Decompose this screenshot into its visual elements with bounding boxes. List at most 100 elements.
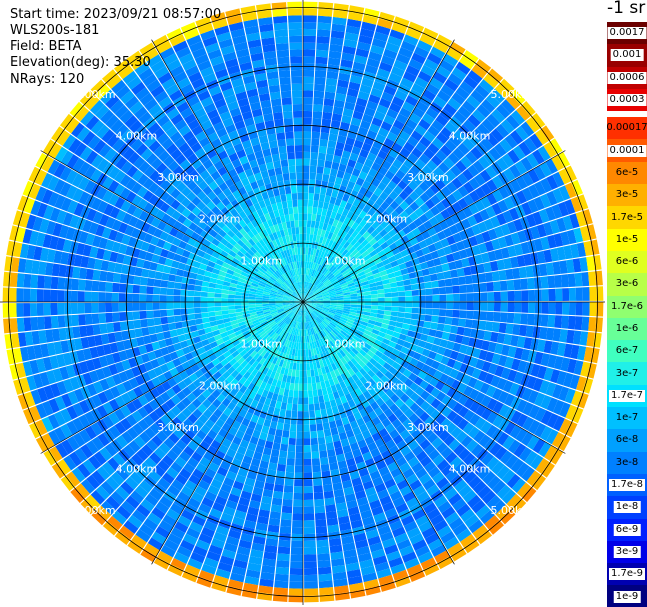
ppi-gate-cell (397, 179, 408, 190)
ppi-gate-cell (329, 340, 336, 348)
ppi-gate-cell (303, 56, 315, 64)
ppi-gate-cell (498, 185, 510, 199)
ppi-gate-cell (356, 307, 365, 312)
ppi-gate-cell (119, 321, 128, 331)
ppi-gate-cell (288, 437, 296, 446)
ppi-gate-cell (311, 458, 321, 466)
ppi-gate-cell (452, 285, 460, 294)
ppi-gate-cell (37, 316, 45, 330)
ppi-gate-cell (506, 312, 515, 324)
ppi-gate-cell (581, 316, 590, 331)
ppi-gate-cell (305, 289, 308, 296)
ppi-gate-cell (331, 339, 338, 347)
ppi-gate-cell (318, 221, 324, 230)
ppi-gate-cell (283, 339, 289, 347)
ppi-gate-cell (440, 209, 451, 220)
ppi-gate-cell (281, 436, 289, 445)
ppi-gate-cell (384, 370, 394, 380)
ppi-gate-cell (271, 323, 278, 330)
ppi-gate-cell (341, 258, 349, 266)
ppi-gate-cell (289, 424, 297, 432)
ppi-gate-cell (565, 259, 575, 274)
ppi-gate-cell (421, 165, 433, 176)
ppi-gate-cell (395, 388, 405, 399)
ppi-gate-cell (399, 383, 410, 393)
ppi-gate-cell (277, 328, 283, 336)
ppi-gate-cell (180, 434, 192, 446)
ppi-gate-cell (290, 312, 295, 319)
ppi-gate-cell (471, 224, 482, 236)
ppi-gate-cell (303, 513, 315, 521)
ppi-gate-cell (300, 315, 303, 323)
ppi-gate-cell (183, 462, 196, 474)
ppi-gate-cell (139, 310, 147, 320)
ppi-gate-cell (311, 124, 321, 133)
ppi-gate-cell (305, 308, 308, 315)
ppi-gate-cell (486, 179, 498, 193)
ppi-gate-cell (339, 381, 347, 390)
ppi-gate-cell (153, 310, 161, 318)
ppi-gate-cell (321, 118, 332, 127)
ppi-gate-cell (571, 407, 584, 424)
ppi-gate-cell (507, 245, 517, 258)
ppi-gate-cell (485, 272, 494, 282)
ppi-gate-cell (491, 202, 503, 216)
ppi-gate-cell (427, 142, 440, 155)
ppi-gate-cell (590, 347, 600, 364)
ppi-gate-cell (167, 281, 175, 289)
ppi-gate-cell (364, 64, 379, 75)
ppi-gate-cell (394, 215, 404, 225)
ppi-gate-cell (391, 361, 401, 370)
ppi-gate-cell (133, 275, 142, 285)
ppi-gate-cell (347, 399, 356, 408)
ppi-gate-cell (331, 433, 341, 443)
ppi-gate-cell (389, 315, 398, 322)
ppi-gate-cell (271, 393, 279, 401)
ppi-gate-cell (425, 295, 433, 302)
ppi-gate-cell (309, 234, 314, 242)
ppi-gate-cell (293, 342, 297, 350)
ppi-gate-cell (336, 170, 345, 179)
ppi-gate-cell (98, 302, 106, 313)
ppi-gate-cell (454, 479, 468, 493)
ppi-gate-cell (334, 148, 344, 157)
ppi-gate-cell (283, 346, 289, 354)
ppi-gate-cell (348, 340, 357, 348)
ppi-gate-cell (396, 229, 406, 239)
ppi-gate-cell (549, 138, 563, 155)
ppi-gate-cell (415, 514, 430, 527)
ppi-gate-cell (160, 316, 169, 325)
ppi-gate-cell (205, 361, 215, 371)
ppi-gate-cell (324, 318, 331, 324)
ppi-gate-cell (210, 439, 222, 450)
ppi-gate-cell (409, 382, 419, 392)
ppi-gate-cell (182, 418, 194, 429)
ppi-gate-cell (121, 462, 135, 476)
ppi-gate-cell (211, 389, 221, 399)
ppi-gate-cell (323, 296, 330, 299)
ppi-gate-cell (478, 155, 491, 169)
ppi-gate-cell (366, 198, 375, 208)
ppi-gate-cell (385, 388, 395, 399)
ppi-gate-cell (323, 328, 329, 336)
ppi-gate-cell (371, 241, 381, 250)
ppi-gate-cell (290, 334, 295, 342)
ppi-gate-cell (308, 328, 312, 336)
ppi-gate-cell (259, 340, 267, 348)
ppi-gate-cell (484, 515, 500, 530)
ppi-gate-cell (313, 97, 324, 106)
ppi-gate-cell (281, 314, 288, 321)
ppi-gate-cell (303, 131, 312, 139)
ppi-gate-cell (550, 369, 561, 384)
ppi-gate-cell (472, 160, 485, 173)
ppi-gate-cell (560, 231, 570, 246)
ppi-gate-cell (131, 453, 144, 467)
ppi-gate-cell (315, 256, 320, 264)
ppi-gate-cell (411, 307, 419, 314)
ppi-gate-cell (294, 349, 299, 357)
ppi-gate-cell (482, 471, 496, 485)
ppi-gate-cell (115, 486, 130, 500)
ppi-gate-cell (526, 153, 539, 168)
ppi-gate-cell (397, 243, 407, 253)
ppi-gate-cell (473, 302, 481, 311)
